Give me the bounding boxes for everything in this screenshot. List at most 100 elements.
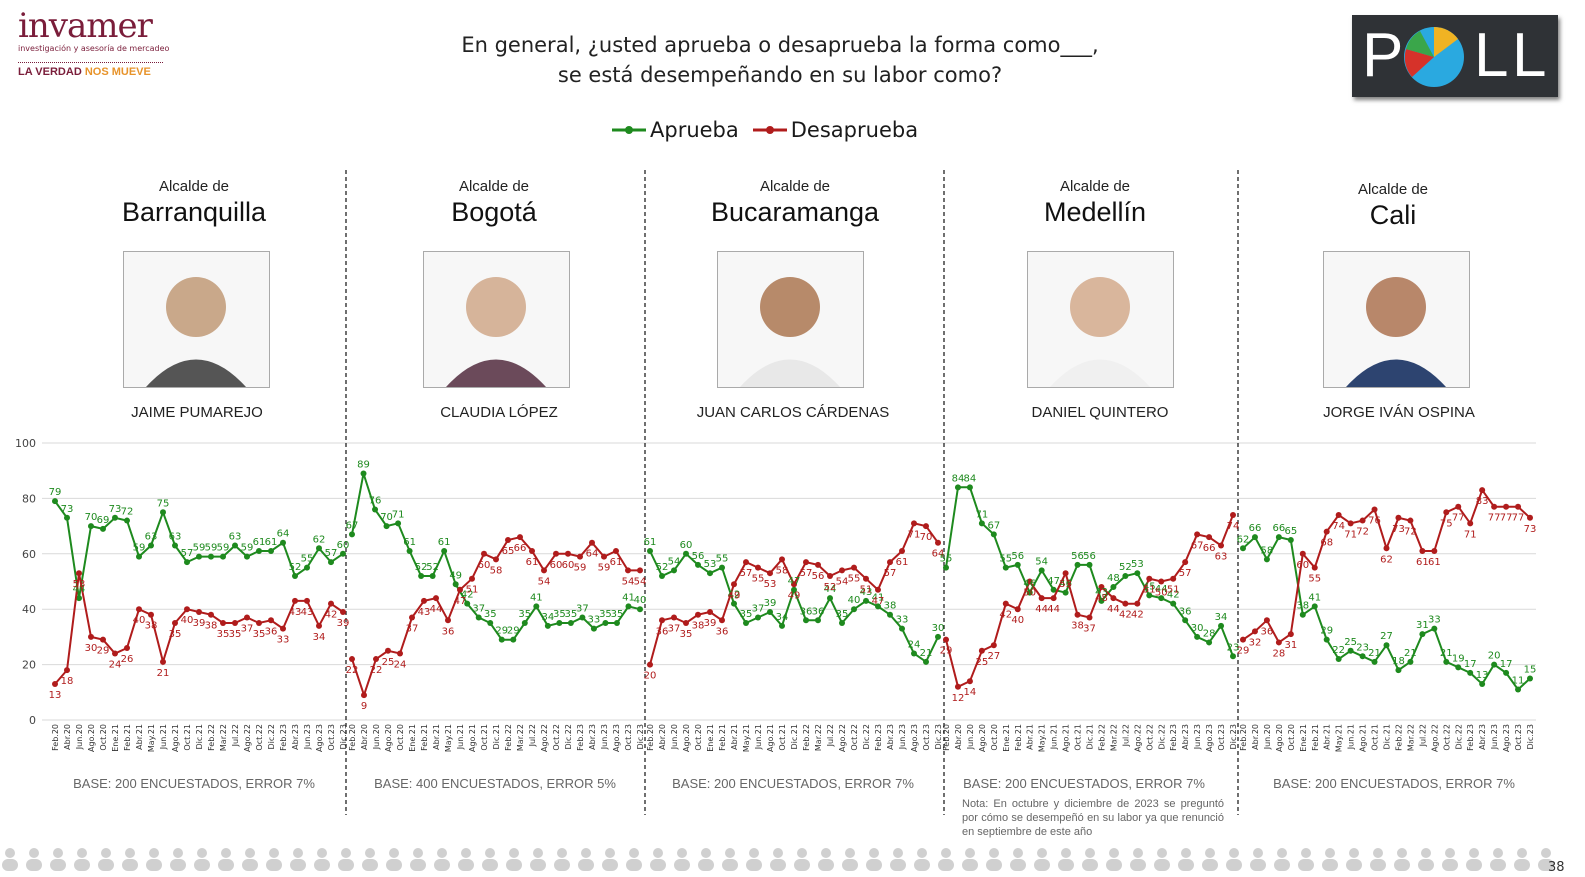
disapprove-point bbox=[553, 550, 559, 557]
disapprove-point bbox=[1287, 631, 1294, 638]
x-tick-label: Abr.23 bbox=[1478, 724, 1487, 750]
footer-person-icon bbox=[1157, 848, 1167, 858]
disapprove-data-label: 39 bbox=[337, 618, 350, 629]
x-tick-label: Oct.21 bbox=[480, 724, 489, 751]
footer-person-icon bbox=[1226, 859, 1242, 871]
footer-person-icon bbox=[53, 848, 63, 858]
disapprove-point bbox=[625, 567, 631, 574]
x-tick-label: Dic.23 bbox=[1229, 724, 1238, 750]
disapprove-data-label: 35 bbox=[217, 629, 230, 640]
disapprove-point bbox=[148, 611, 154, 618]
approve-data-label: 34 bbox=[1215, 612, 1228, 623]
disapprove-data-label: 53 bbox=[764, 579, 777, 590]
approve-data-label: 84 bbox=[952, 473, 965, 484]
disapprove-data-label: 53 bbox=[73, 579, 86, 590]
panel-header-bucaramanga: Alcalde de Bucaramanga bbox=[645, 178, 945, 228]
disapprove-data-label: 73 bbox=[1524, 524, 1537, 535]
footer-person-icon bbox=[1010, 859, 1026, 871]
disapprove-data-label: 35 bbox=[229, 629, 242, 640]
disapprove-point bbox=[76, 570, 82, 577]
approve-point bbox=[1038, 567, 1045, 574]
disapprove-point bbox=[457, 586, 463, 593]
x-tick-label: Feb.20 bbox=[942, 724, 951, 751]
footer-person-icon bbox=[170, 859, 186, 871]
page-number: 38 bbox=[1548, 860, 1565, 875]
x-tick-label: Feb.23 bbox=[1466, 724, 1475, 751]
approve-data-label: 29 bbox=[495, 626, 508, 637]
approve-data-label: 54 bbox=[668, 556, 681, 567]
person-silhouette-icon bbox=[740, 277, 840, 387]
approve-point bbox=[1002, 564, 1009, 571]
approve-point bbox=[256, 548, 262, 555]
disapprove-data-label: 54 bbox=[538, 576, 551, 587]
approve-data-label: 36 bbox=[812, 606, 825, 617]
approve-point bbox=[475, 614, 482, 621]
disapprove-point bbox=[172, 620, 178, 627]
approve-data-label: 37 bbox=[472, 604, 485, 615]
approve-data-label: 52 bbox=[289, 562, 302, 573]
approve-data-label: 59 bbox=[193, 543, 206, 554]
medellin-note: Nota: En octubre y diciembre de 2023 se … bbox=[962, 798, 1224, 838]
approve-point bbox=[1062, 589, 1069, 596]
approve-point bbox=[1515, 686, 1522, 693]
disapprove-data-label: 71 bbox=[1344, 529, 1357, 540]
disapprove-data-label: 25 bbox=[976, 657, 989, 668]
approve-data-label: 38 bbox=[1296, 601, 1309, 612]
approve-data-label: 46 bbox=[1023, 579, 1036, 590]
disapprove-point bbox=[1098, 584, 1105, 591]
footer-person-icon bbox=[122, 859, 138, 871]
approve-data-label: 73 bbox=[61, 504, 74, 515]
pie-icon bbox=[1404, 27, 1464, 87]
y-tick-label: 100 bbox=[15, 437, 36, 450]
footer-person-icon bbox=[1349, 848, 1359, 858]
x-tick-label: Jul.22 bbox=[231, 724, 240, 747]
x-tick-label: Oct.23 bbox=[327, 724, 336, 751]
approve-point bbox=[292, 572, 298, 579]
y-tick-label: 20 bbox=[22, 659, 36, 672]
approve-data-label: 84 bbox=[964, 473, 977, 484]
footer-person-icon bbox=[1274, 859, 1290, 871]
disapprove-point bbox=[1359, 517, 1366, 524]
approve-point bbox=[827, 595, 833, 602]
disapprove-data-label: 44 bbox=[1107, 604, 1120, 615]
approve-data-label: 25 bbox=[1344, 637, 1357, 648]
x-tick-label: Abr.20 bbox=[954, 724, 963, 750]
x-tick-label: May.21 bbox=[1335, 724, 1344, 752]
footer-person-icon bbox=[530, 859, 546, 871]
approve-point bbox=[1527, 675, 1533, 682]
approve-point bbox=[498, 636, 505, 643]
x-tick-label: Jul.22 bbox=[1121, 724, 1130, 747]
footer-person-icon bbox=[674, 859, 690, 871]
x-tick-label: Dic.22 bbox=[1454, 724, 1463, 750]
approve-data-label: 66 bbox=[1249, 523, 1262, 534]
x-tick-label: Feb.21 bbox=[1311, 724, 1320, 751]
x-tick-label: Feb.21 bbox=[123, 724, 132, 751]
approve-point bbox=[372, 506, 379, 513]
footer-person-icon bbox=[797, 848, 807, 858]
approve-data-label: 64 bbox=[277, 529, 290, 540]
approve-point bbox=[803, 617, 809, 624]
footer-person-icon bbox=[98, 859, 114, 871]
footer-person-icon bbox=[1181, 848, 1191, 858]
footer-person-icon bbox=[410, 859, 426, 871]
footer-person-icon bbox=[1109, 848, 1119, 858]
approve-point bbox=[1443, 658, 1450, 665]
disapprove-data-label: 22 bbox=[370, 665, 383, 676]
logo-brand: invamer bbox=[18, 6, 153, 46]
disapprove-data-label: 76 bbox=[1368, 515, 1381, 526]
x-tick-label: Ago.21 bbox=[766, 724, 775, 752]
footer-person-icon bbox=[773, 848, 783, 858]
approve-point bbox=[1371, 658, 1378, 665]
footer-person-icon bbox=[458, 859, 474, 871]
legend-approve-label: Aprueba bbox=[650, 118, 739, 142]
footer-person-icon bbox=[5, 848, 15, 858]
panel-sub: Alcalde de bbox=[158, 178, 230, 195]
disapprove-data-label: 38 bbox=[1071, 621, 1084, 632]
question-line-2: se está desempeñando en su labor como? bbox=[557, 63, 1003, 87]
x-tick-label: Oct.22 bbox=[552, 724, 561, 751]
approve-data-label: 63 bbox=[229, 531, 242, 542]
base-text: BASE: 200 ENCUESTADOS, ERROR 7% bbox=[1273, 776, 1515, 791]
approve-data-label: 38 bbox=[884, 601, 897, 612]
person-silhouette-icon bbox=[1050, 277, 1150, 387]
approve-point bbox=[1431, 625, 1438, 632]
